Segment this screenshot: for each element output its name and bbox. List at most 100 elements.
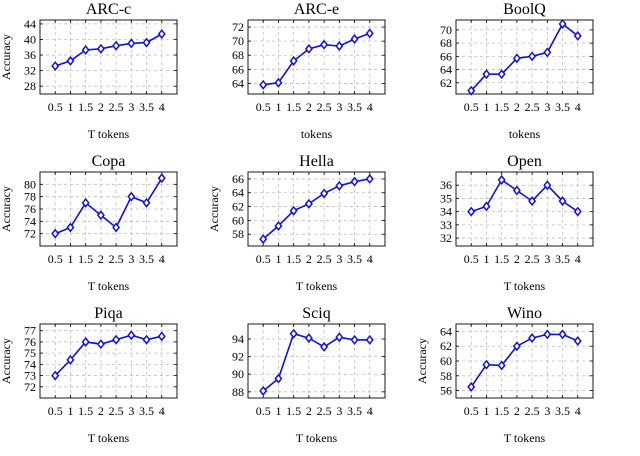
x-tick-label: 1.5 [286, 404, 301, 418]
data-point [142, 37, 151, 48]
data-point [157, 173, 166, 184]
data-point [543, 47, 552, 58]
y-tick-label: 40 [24, 32, 36, 46]
x-tick-label: 4 [575, 404, 581, 418]
x-tick-label: 1 [483, 252, 489, 266]
data-point [350, 176, 359, 187]
x-tick-label: 2 [306, 100, 312, 114]
x-tick-label: 0.5 [48, 404, 63, 418]
y-tick-label: 60 [440, 354, 452, 368]
y-tick-label: 72 [24, 227, 36, 241]
x-tick-label: 3.5 [347, 100, 362, 114]
x-axis-label: T tokens [504, 279, 546, 293]
x-tick-label: 1.5 [78, 252, 93, 266]
y-tick-label: 62 [440, 76, 452, 90]
data-point [350, 34, 359, 45]
y-tick-label: 35 [440, 191, 452, 205]
chart-title: ARC-e [294, 1, 339, 18]
data-point [497, 69, 506, 80]
chart-title: Open [507, 153, 542, 170]
plot-frame [247, 323, 386, 399]
y-axis-label: Accuracy [0, 338, 13, 384]
data-point [51, 228, 60, 239]
data-point [289, 205, 298, 216]
data-point [365, 334, 374, 345]
series-line [262, 178, 370, 240]
y-tick-label: 44 [24, 17, 36, 31]
x-tick-label: 1.5 [78, 404, 93, 418]
x-axis-label: T tokens [504, 431, 546, 445]
x-tick-label: 1.5 [78, 100, 93, 114]
y-tick-label: 58 [232, 227, 244, 241]
data-point [274, 373, 283, 384]
data-point [512, 53, 521, 64]
data-point [289, 328, 298, 339]
plot-frame [247, 171, 386, 247]
x-tick-label: 3.5 [139, 404, 154, 418]
data-point [112, 40, 121, 51]
x-tick-label: 3.5 [139, 100, 154, 114]
x-tick-label: 0.5 [256, 404, 271, 418]
x-tick-label: 2.5 [525, 252, 540, 266]
y-tick-label: 74 [24, 357, 36, 371]
data-point [482, 69, 491, 80]
data-point [320, 341, 329, 352]
x-tick-label: 2 [514, 100, 520, 114]
x-tick-label: 1 [67, 100, 73, 114]
y-axis-label: Accuracy [0, 186, 13, 232]
y-tick-label: 62 [232, 200, 244, 214]
x-tick-label: 4 [159, 404, 165, 418]
y-tick-label: 33 [440, 218, 452, 232]
y-tick-label: 58 [440, 369, 452, 383]
y-tick-label: 72 [232, 20, 244, 34]
x-axis-label: T tokens [88, 279, 130, 293]
x-tick-label: 4 [159, 252, 165, 266]
y-tick-label: 32 [24, 64, 36, 78]
x-axis-label: T tokens [296, 279, 338, 293]
x-tick-label: 3 [336, 100, 342, 114]
data-point [66, 354, 75, 365]
y-tick-label: 68 [232, 48, 244, 62]
x-tick-label: 1.5 [494, 252, 509, 266]
x-tick-label: 2.5 [317, 252, 332, 266]
data-point [142, 197, 151, 208]
x-tick-label: 0.5 [48, 100, 63, 114]
y-tick-label: 73 [24, 369, 36, 383]
x-tick-label: 3.5 [555, 404, 570, 418]
data-point [467, 206, 476, 217]
data-point [558, 196, 567, 207]
series-line [470, 22, 579, 92]
data-point [320, 39, 329, 50]
y-tick-label: 56 [440, 384, 452, 398]
data-point [51, 60, 60, 71]
x-tick-label: 2.5 [525, 404, 540, 418]
y-tick-label: 74 [24, 214, 36, 228]
x-tick-label: 2.5 [317, 404, 332, 418]
data-point [127, 191, 136, 202]
x-tick-label: 2 [98, 100, 104, 114]
chart-sciq: 0.5 1 1.5 2 2.5 3 3.5 4 88 90 92 94 Sciq T tokens [232, 305, 386, 445]
data-point [274, 220, 283, 231]
y-tick-label: 70 [232, 34, 244, 48]
x-tick-label: 4 [367, 404, 373, 418]
y-tick-label: 64 [232, 76, 244, 90]
data-point [543, 180, 552, 191]
x-axis-label: tokens [301, 127, 333, 141]
plot-frame [39, 323, 178, 399]
x-tick-label: 1.5 [286, 252, 301, 266]
data-point [81, 336, 90, 347]
x-tick-label: 3.5 [555, 252, 570, 266]
y-tick-label: 76 [24, 335, 36, 349]
data-point [512, 185, 521, 196]
y-tick-label: 88 [232, 385, 244, 399]
y-tick-label: 60 [232, 213, 244, 227]
data-point [304, 333, 313, 344]
y-tick-label: 68 [440, 36, 452, 50]
data-point [528, 196, 537, 207]
y-tick-label: 36 [24, 48, 36, 62]
x-tick-label: 1 [67, 252, 73, 266]
